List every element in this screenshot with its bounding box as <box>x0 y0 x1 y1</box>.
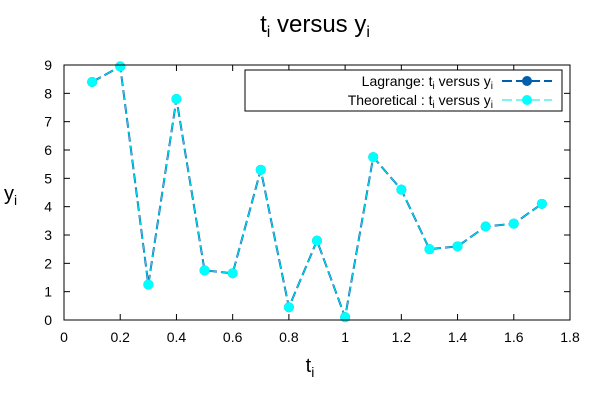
legend-marker-theoretical <box>522 95 532 105</box>
x-tick-label: 0.2 <box>110 329 130 345</box>
data-point-theoretical <box>199 265 210 276</box>
y-tick-label: 9 <box>44 57 52 73</box>
x-tick-label: 1.2 <box>392 329 412 345</box>
data-point-theoretical <box>368 152 379 163</box>
plot-frame <box>63 64 571 321</box>
data-point-theoretical <box>255 164 266 175</box>
data-point-theoretical <box>283 302 294 313</box>
x-tick-label: 0.4 <box>167 329 187 345</box>
y-tick-label: 4 <box>44 199 52 215</box>
x-tick-label: 1 <box>341 329 349 345</box>
chart-title: ti versus yi <box>260 11 370 41</box>
axis-ticks: 0 0.2 0.4 0.6 0.8 1 1.2 1.4 1.6 1.8 0 1 2 3 4 5 6 7 8 9 <box>44 57 580 345</box>
data-point-theoretical <box>143 279 154 290</box>
y-tick-label: 8 <box>44 85 52 101</box>
y-axis-label: yi <box>4 183 17 208</box>
y-tick-label: 2 <box>44 255 52 271</box>
legend-marker-lagrange <box>522 76 532 86</box>
data-point-theoretical <box>536 198 547 209</box>
data-point-theoretical <box>424 244 435 255</box>
x-tick-label: 1.4 <box>448 329 468 345</box>
x-tick-label: 0 <box>60 329 68 345</box>
data-point-theoretical <box>312 235 322 246</box>
data-point-theoretical <box>171 94 182 104</box>
x-tick-label: 1.8 <box>560 329 580 345</box>
series-layer <box>87 61 547 323</box>
legend-label-lagrange: Lagrange: ti versus yi <box>362 73 493 92</box>
y-tick-label: 3 <box>44 227 52 243</box>
y-tick-label: 6 <box>44 142 52 158</box>
y-tick-label: 5 <box>44 170 52 186</box>
data-point-theoretical <box>227 268 238 279</box>
legend-box <box>244 69 563 112</box>
data-point-theoretical <box>340 312 351 323</box>
x-tick-label: 0.8 <box>279 329 299 345</box>
data-point-theoretical <box>508 218 519 229</box>
legend-label-theoretical: Theoretical : ti versus yi <box>348 92 493 111</box>
data-point-theoretical <box>452 241 463 252</box>
x-tick-label: 0.6 <box>223 329 243 345</box>
y-tick-label: 1 <box>44 284 52 300</box>
y-tick-label: 0 <box>44 312 52 328</box>
y-tick-label: 7 <box>44 114 52 130</box>
data-point-theoretical <box>396 184 407 195</box>
data-point-theoretical <box>115 61 126 72</box>
x-tick-label: 1.6 <box>504 329 524 345</box>
legend: Lagrange: ti versus yi Theoretical : ti … <box>244 69 563 112</box>
data-point-theoretical <box>87 77 98 87</box>
x-axis-label: ti <box>306 355 315 380</box>
data-point-theoretical <box>480 221 491 232</box>
